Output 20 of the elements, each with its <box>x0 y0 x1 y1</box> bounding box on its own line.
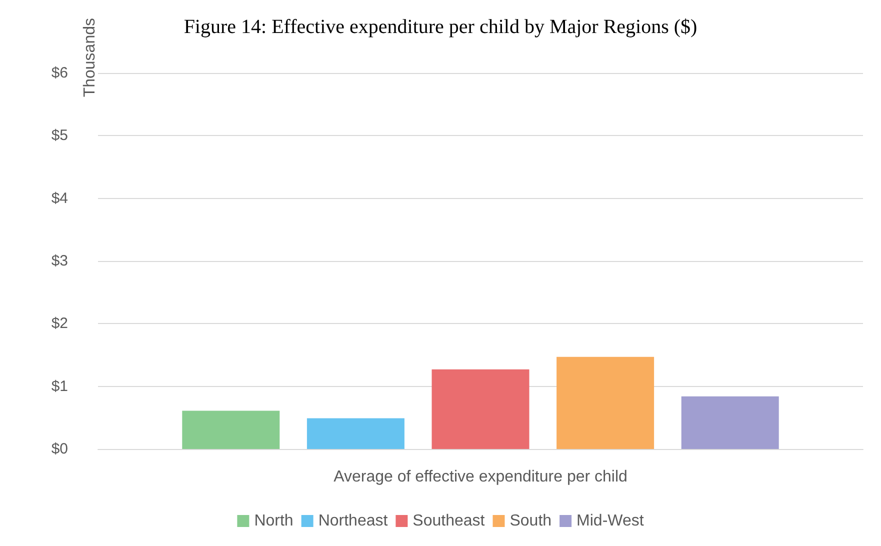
y-tick-label: $1 <box>51 378 68 395</box>
legend-label: Mid-West <box>576 512 644 530</box>
y-tick-label: $5 <box>51 127 68 144</box>
bar <box>306 418 404 449</box>
bar <box>432 369 530 449</box>
x-tick-label: Average of effective expenditure per child <box>334 468 628 486</box>
legend-label: Southeast <box>412 512 486 530</box>
y-tick-label: $2 <box>51 315 68 332</box>
y-tick-label: $4 <box>51 190 68 207</box>
y-tick-label: $0 <box>51 440 68 458</box>
legend-label: South <box>510 512 552 530</box>
legend-label: North <box>254 512 294 530</box>
bar <box>182 410 280 449</box>
y-tick-label: $3 <box>51 252 68 270</box>
bar <box>681 396 779 449</box>
y-tick-label: $6 <box>51 64 68 82</box>
bar <box>556 356 654 449</box>
chart-title: Figure 14: Effective expenditure per child by Major Regions ($) <box>184 16 698 38</box>
legend-label: Northeast <box>318 512 388 530</box>
y-axis-title: Thousands <box>82 18 98 98</box>
